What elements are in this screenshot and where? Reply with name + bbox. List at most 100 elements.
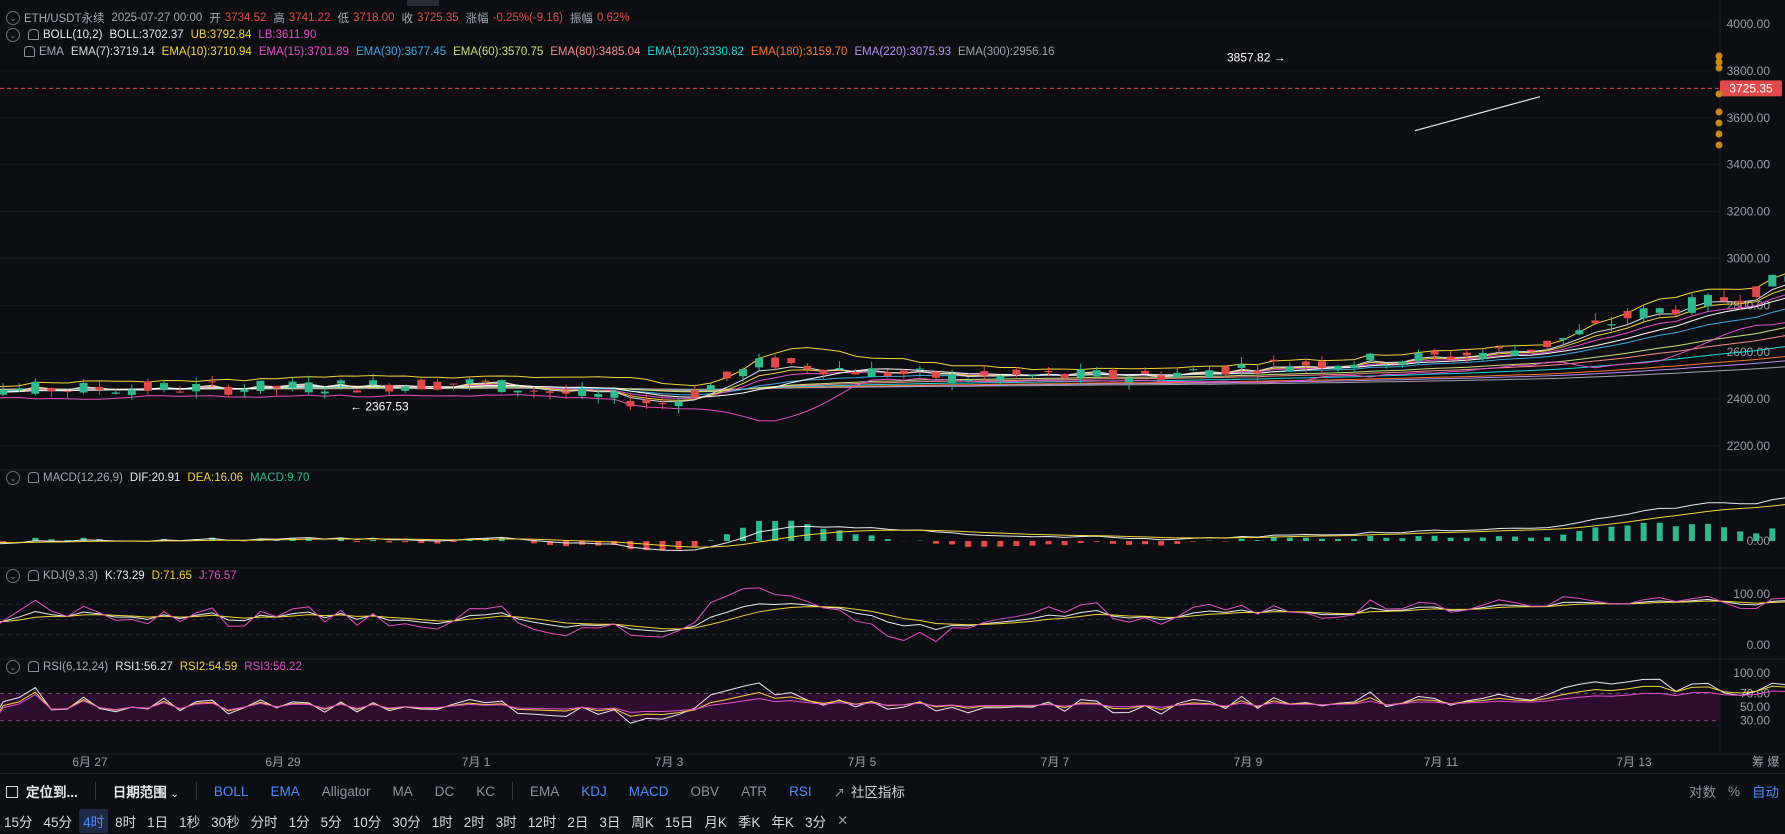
macd-bar <box>1560 534 1567 541</box>
macd-bar <box>434 541 441 544</box>
date-range-dropdown[interactable]: 日期范围 ⌄ <box>112 785 179 800</box>
rsi-tick-label: 70.00 <box>1740 686 1770 700</box>
macd-bar <box>1737 531 1744 541</box>
candle-body <box>47 388 56 392</box>
ema-legend-item: EMA(7):3719.14 <box>70 46 155 58</box>
macd-bar <box>546 541 553 546</box>
rsi-3: RSI3:56.22 <box>244 661 302 673</box>
candle-body <box>1285 367 1294 372</box>
alert-bell-icon[interactable] <box>28 660 39 672</box>
collapse-icon[interactable]: ⌄ <box>6 11 20 25</box>
collapse-icon[interactable]: ⌄ <box>6 569 20 583</box>
log-scale-toggle[interactable]: 对数 <box>1688 785 1716 800</box>
candle-body <box>127 389 136 396</box>
main-indicator-ema[interactable]: EMA <box>270 783 300 799</box>
timeframe-option[interactable]: 45分 <box>43 815 73 830</box>
chevron-down-icon: ⌄ <box>170 789 179 800</box>
candle-body <box>706 385 715 390</box>
alert-bell-icon[interactable] <box>24 45 35 57</box>
timeframe-option[interactable]: 4时 <box>79 809 109 833</box>
macd-bar <box>965 541 972 547</box>
candle-body <box>95 386 104 390</box>
timeframe-option[interactable]: 5分 <box>320 815 342 830</box>
candle-body <box>385 384 394 392</box>
timeframe-option[interactable]: 季K <box>737 815 761 830</box>
macd-bar <box>627 541 634 550</box>
candle-body <box>722 371 731 379</box>
candle-body <box>545 391 554 393</box>
sub-indicator-rsi[interactable]: RSI <box>789 783 812 799</box>
timeframe-option[interactable]: 1时 <box>431 815 453 830</box>
alert-bell-icon[interactable] <box>28 471 39 483</box>
timeframe-option[interactable]: 周K <box>631 815 654 830</box>
macd-bar <box>1399 538 1406 541</box>
macd-bar <box>595 541 602 546</box>
candle-body <box>1108 369 1117 379</box>
collapse-icon[interactable]: ⌄ <box>6 28 20 42</box>
timeframe-option[interactable]: 月K <box>704 815 727 830</box>
timeframe-option[interactable]: 1日 <box>147 815 169 830</box>
sub-indicator-atr[interactable]: ATR <box>741 783 768 799</box>
ema-line <box>0 335 1785 392</box>
candle-body <box>497 380 506 393</box>
main-indicator-kc[interactable]: KC <box>476 783 496 799</box>
timeframe-option[interactable]: 8时 <box>115 815 137 830</box>
sub-indicator-kdj[interactable]: KDJ <box>581 783 607 799</box>
macd-bar <box>1431 535 1438 541</box>
macd-bar <box>1286 537 1293 541</box>
candle-body <box>143 381 152 391</box>
timeframe-option[interactable]: 30分 <box>392 815 421 830</box>
timeframe-option[interactable]: 15分 <box>4 815 33 830</box>
timeframe-option[interactable]: 15日 <box>664 815 694 830</box>
candle-body <box>272 386 281 389</box>
locate-button[interactable]: 定位到... <box>6 781 78 801</box>
candle-body <box>1124 377 1133 383</box>
time-tick-label: 7月 3 <box>655 755 684 769</box>
timeframe-option[interactable]: 1秒 <box>179 815 201 830</box>
price-tick-label: 3600.00 <box>1727 111 1771 125</box>
auto-scale-toggle[interactable]: 自动 <box>1752 785 1779 800</box>
alert-bell-icon[interactable] <box>28 569 39 581</box>
main-indicator-boll[interactable]: BOLL <box>213 783 249 799</box>
timeframe-option[interactable]: 3时 <box>495 815 517 830</box>
macd-bar <box>1640 522 1647 541</box>
timeframe-option[interactable]: 2时 <box>463 815 485 830</box>
candle-body <box>1092 370 1101 377</box>
main-indicator-alligator[interactable]: Alligator <box>321 783 371 799</box>
candle-body <box>192 383 201 392</box>
macd-dif: DIF:20.91 <box>129 472 181 484</box>
timeframe-option[interactable]: 10分 <box>352 815 382 830</box>
alert-bell-icon[interactable] <box>28 28 39 40</box>
candle-body <box>481 380 490 382</box>
close-icon[interactable]: ✕ <box>836 813 849 828</box>
sub-indicator-macd[interactable]: MACD <box>628 783 669 799</box>
timeframe-option[interactable]: 年K <box>771 815 794 830</box>
timeframe-option[interactable]: 3日 <box>599 815 621 830</box>
main-indicator-ma[interactable]: MA <box>392 783 413 799</box>
sub-indicator-ema[interactable]: EMA <box>530 783 560 799</box>
time-tick-label: 7月 5 <box>848 755 877 769</box>
timeframe-option[interactable]: 2日 <box>567 815 589 830</box>
ema-legend-item: EMA(120):3330.82 <box>647 46 744 58</box>
indicator-toolbar: 定位到... 日期范围 ⌄ BOLL EMA Alligator MA DC KC EMA… <box>0 773 1785 808</box>
candle-body <box>883 372 892 377</box>
candle-body <box>513 390 522 393</box>
macd-bar <box>723 534 730 541</box>
rsi-name: RSI(6,12,24) <box>43 661 109 673</box>
sub-indicator-obv[interactable]: OBV <box>690 783 720 799</box>
timeframe-option[interactable]: 3分 <box>804 815 826 830</box>
candle-body <box>1639 308 1648 319</box>
boll-lower-band <box>0 322 1785 422</box>
community-indicators-button[interactable]: ↗ 社区指标 <box>833 785 905 800</box>
collapse-icon[interactable]: ⌄ <box>6 471 20 485</box>
macd-bar <box>949 541 956 545</box>
timeframe-option[interactable]: 分时 <box>250 815 278 830</box>
collapse-icon[interactable]: ⌄ <box>6 660 20 674</box>
main-indicator-dc[interactable]: DC <box>434 783 455 799</box>
timeframe-option[interactable]: 1分 <box>288 815 310 830</box>
percent-scale-toggle[interactable]: % <box>1727 783 1740 799</box>
kdj-j-line <box>0 587 1785 643</box>
timeframe-option[interactable]: 30秒 <box>211 815 240 830</box>
timeframe-option[interactable]: 12时 <box>527 815 557 830</box>
